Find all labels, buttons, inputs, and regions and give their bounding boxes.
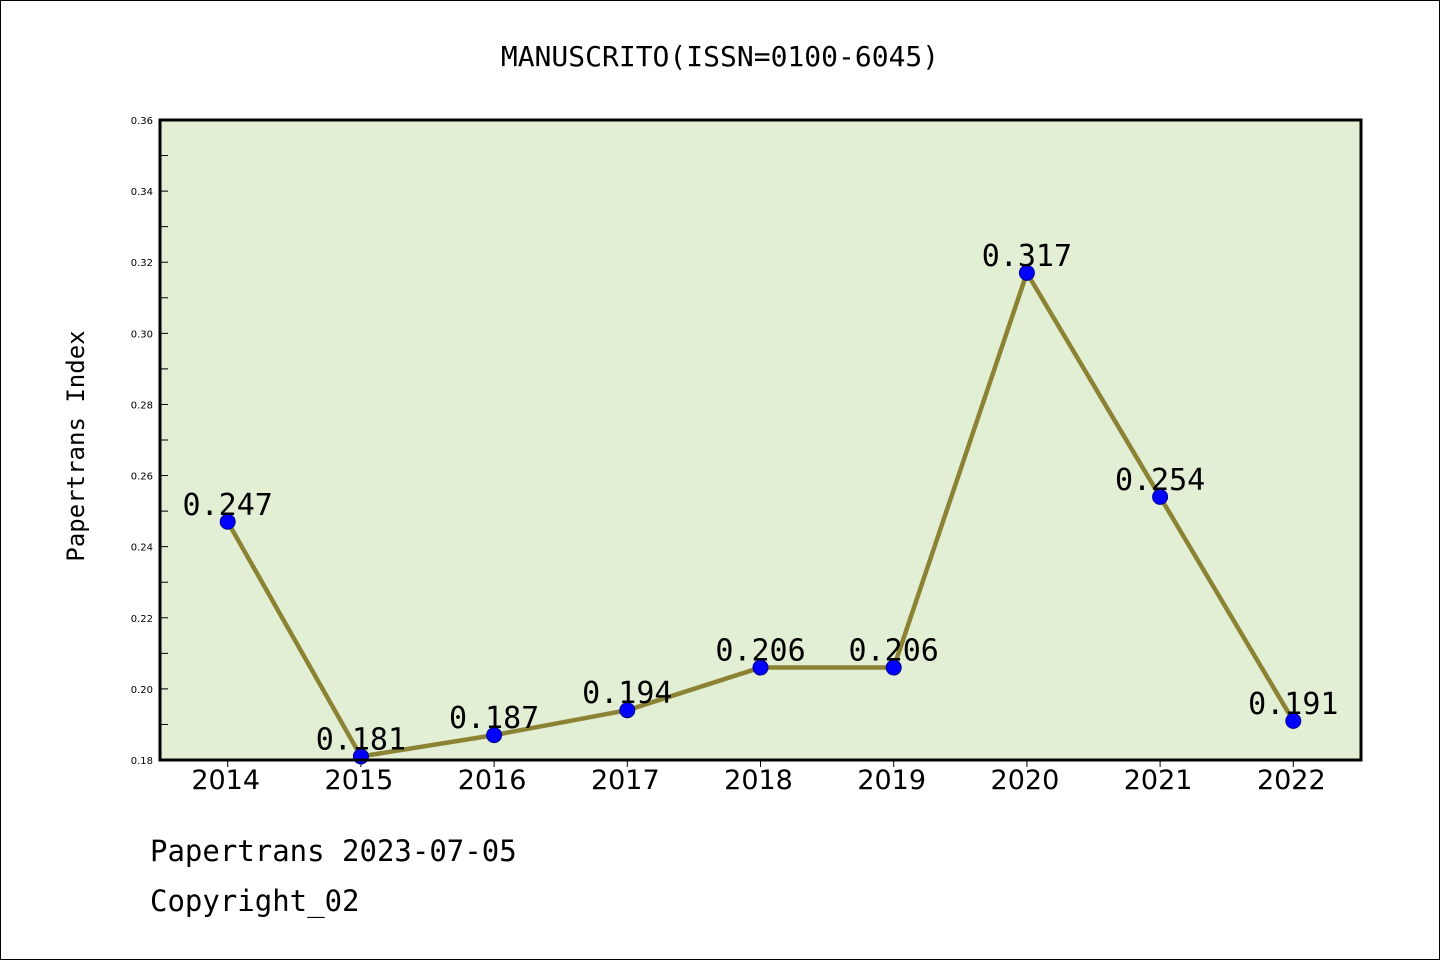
data-label: 0.317 [982,239,1072,274]
data-point [1018,264,1035,281]
x-tick-label: 2015 [325,765,394,796]
y-tick-label: 0.30 [131,329,153,340]
data-labels: 0.247 0.181 0.187 0.194 0.206 0.206 0.317 0.254… [183,239,1339,758]
data-label: 0.187 [449,701,539,736]
data-point [752,659,769,676]
data-point [619,702,636,719]
y-tick-label: 0.26 [131,472,153,483]
footer-date: Papertrans 2023-07-05 [150,834,517,868]
data-label: 0.206 [715,634,805,669]
x-tick-label: 2022 [1257,765,1326,796]
data-point [1152,488,1169,505]
chart-title: MANUSCRITO(ISSN=0100-6045) [501,40,939,73]
y-axis-label: Papertrans Index [62,330,90,561]
y-tick-label: 0.36 [131,116,153,127]
data-label: 0.194 [582,676,672,711]
data-point [885,659,902,676]
data-point [486,727,503,744]
x-tick-label: 2014 [191,765,260,796]
x-axis: 2014 2015 2016 2017 2018 2019 2020 2021 2022 [191,760,1326,796]
x-tick-label: 2020 [991,765,1060,796]
y-tick-label: 0.28 [131,400,153,411]
x-tick-label: 2019 [857,765,926,796]
x-tick-label: 2021 [1124,765,1193,796]
y-tick-label: 0.34 [131,187,153,198]
data-point [219,513,236,530]
x-tick-label: 2017 [591,765,660,796]
footer-copyright: Copyright_02 [150,884,360,918]
data-label: 0.191 [1248,687,1338,722]
plot-border [158,118,1363,762]
data-label: 0.254 [1115,463,1205,498]
y-tick-label: 0.18 [131,756,153,767]
data-label: 0.206 [849,634,939,669]
data-label: 0.247 [183,488,273,523]
plot-area [160,120,1361,760]
y-tick-label: 0.22 [131,614,153,625]
x-tick-label: 2018 [724,765,793,796]
y-tick-label: 0.32 [131,258,153,269]
data-point [1285,712,1302,729]
y-tick-label: 0.20 [131,685,153,696]
y-tick-label: 0.24 [131,543,153,554]
x-tick-label: 2016 [458,765,527,796]
data-label: 0.181 [316,722,406,757]
